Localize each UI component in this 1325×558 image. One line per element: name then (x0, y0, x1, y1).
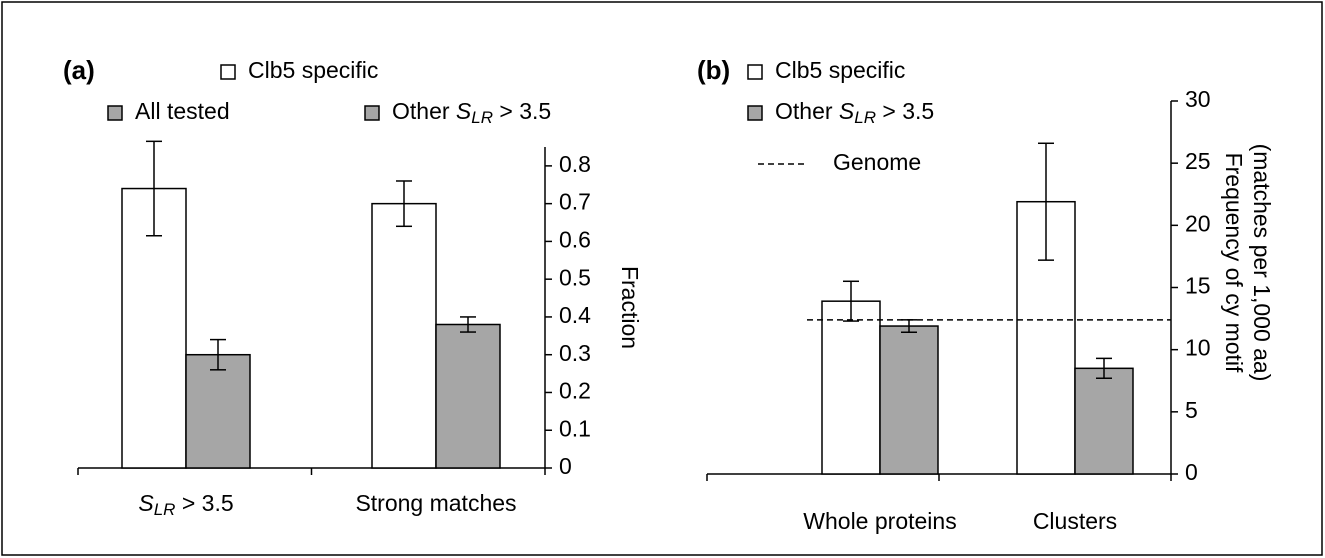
text-part: Clb5 specific (248, 57, 378, 83)
legend-label: Clb5 specific (775, 57, 905, 83)
y-tick-label: 0.7 (559, 189, 591, 215)
y-tick-label: 5 (1185, 397, 1198, 423)
bar (879, 325, 939, 475)
text-part: S (138, 490, 154, 516)
text-part: Other (775, 98, 839, 124)
bar (371, 202, 437, 469)
error-bar (1038, 142, 1054, 261)
panel-label: (a) (63, 55, 95, 85)
bar (1074, 367, 1134, 475)
text-part: > 3.5 (876, 98, 934, 124)
y-axis-label: Frequency of cy motif (1221, 153, 1247, 373)
legend-label: All tested (135, 98, 230, 124)
text-part: > 3.5 (175, 490, 233, 516)
y-axis-label: Fraction (617, 266, 643, 349)
error-bar (1096, 357, 1112, 380)
y-tick-label: 0 (1185, 459, 1198, 485)
y-tick-label: 0.1 (559, 415, 591, 441)
text-part: LR (471, 108, 493, 127)
y-tick-label: 0.5 (559, 264, 591, 290)
y-tick-label: 0 (559, 453, 572, 479)
x-tick-label: SLR > 3.5 (138, 490, 233, 519)
legend-label: Clb5 specific (248, 57, 378, 83)
bar (821, 300, 881, 475)
y-tick-label: 0.8 (559, 151, 591, 177)
error-bar (460, 316, 476, 333)
y-tick-label: 25 (1185, 148, 1211, 174)
text-part: S (839, 98, 855, 124)
legend-swatch (364, 105, 380, 121)
legend-label: Genome (833, 149, 921, 175)
text-part: > 3.5 (493, 98, 551, 124)
legend-swatch (107, 105, 123, 121)
panel-label: (b) (697, 55, 730, 85)
y-tick-label: 0.3 (559, 340, 591, 366)
text-part: Other (392, 98, 456, 124)
text-part: Strong matches (355, 490, 516, 516)
legend-swatch (747, 105, 763, 121)
bar (185, 353, 251, 469)
y-axis-label: (matches per 1,000 aa) (1249, 144, 1275, 382)
x-tick-label: Strong matches (355, 490, 516, 516)
error-bar (843, 280, 859, 322)
text-part: Clb5 specific (775, 57, 905, 83)
text-part: Whole proteins (803, 508, 956, 534)
error-bar (146, 140, 162, 237)
y-tick-label: 20 (1185, 210, 1211, 236)
y-tick-label: 0.4 (559, 302, 591, 328)
legend-label: Other SLR > 3.5 (392, 98, 551, 127)
text-part: S (456, 98, 472, 124)
x-tick-label: Clusters (1033, 508, 1117, 534)
legend-label: Other SLR > 3.5 (775, 98, 934, 127)
x-tick-label: Whole proteins (803, 508, 956, 534)
error-bar (210, 338, 226, 371)
text-part: LR (154, 500, 176, 519)
y-tick-label: 0.6 (559, 226, 591, 252)
text-part: LR (854, 108, 876, 127)
legend-swatch (220, 64, 236, 80)
text-part: Clusters (1033, 508, 1117, 534)
legend-swatch (747, 64, 763, 80)
y-tick-label: 10 (1185, 335, 1211, 361)
text-part: All tested (135, 98, 230, 124)
y-tick-label: 15 (1185, 273, 1211, 299)
bar (435, 323, 501, 469)
y-tick-label: 0.2 (559, 378, 591, 404)
y-tick-label: 30 (1185, 86, 1211, 112)
error-bar (396, 180, 412, 228)
